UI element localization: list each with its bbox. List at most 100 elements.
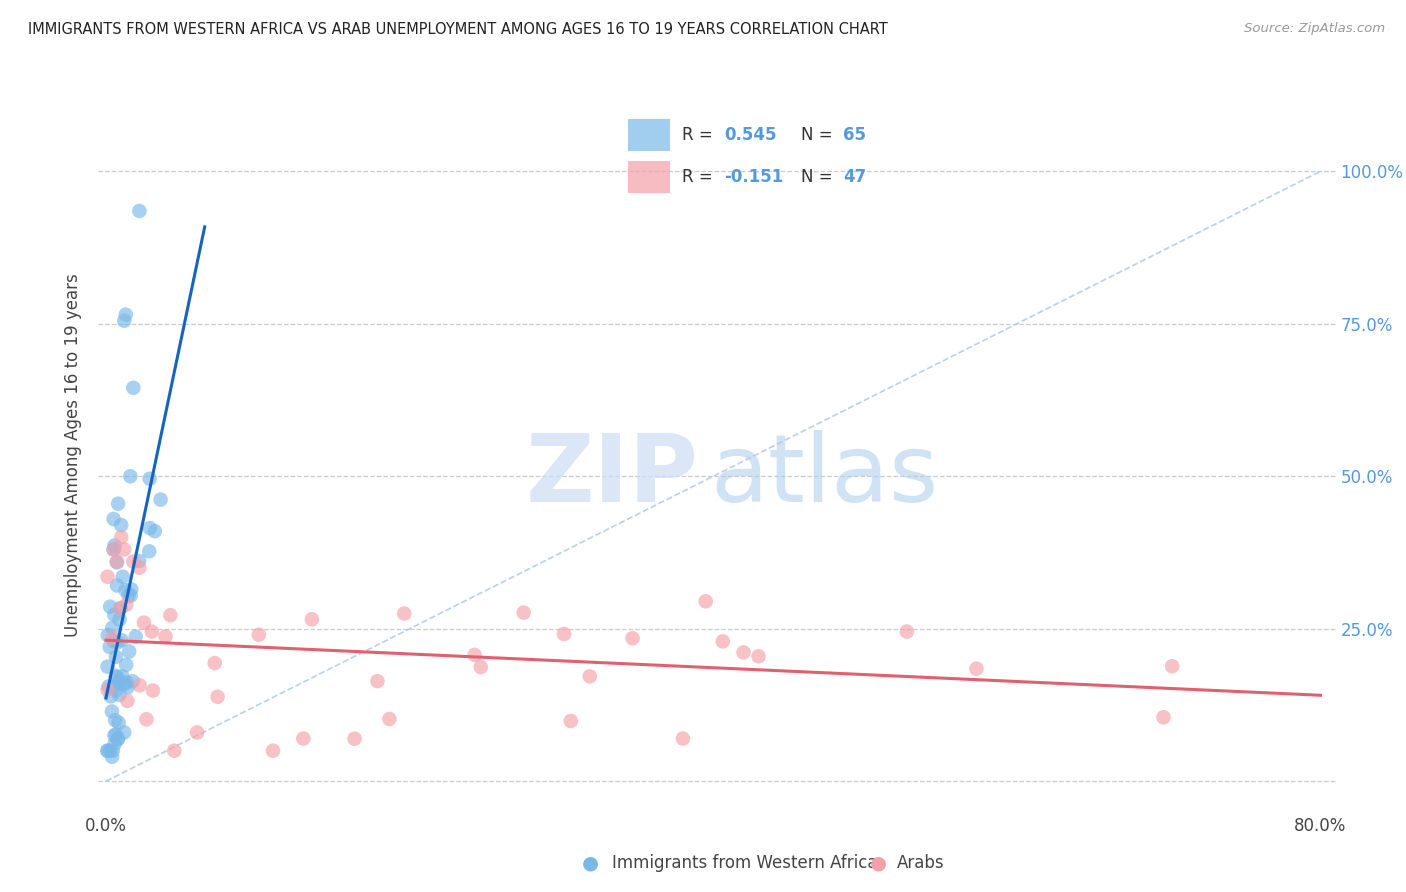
Point (135, 712, 157, 726)
Point (111, 669, 134, 683)
Point (1153, 710, 1175, 724)
Text: ●: ● (870, 854, 887, 873)
Point (98, 640, 121, 654)
Point (105, 578, 128, 592)
Point (108, 675, 131, 690)
Text: R =: R = (682, 126, 718, 144)
Point (112, 542, 135, 557)
Point (247, 628, 270, 642)
Point (98, 599, 121, 614)
Point (103, 539, 125, 553)
Point (107, 715, 129, 730)
Point (104, 737, 127, 751)
Point (105, 683, 128, 698)
Point (163, 744, 186, 758)
Point (470, 660, 492, 674)
Point (965, 662, 987, 676)
Point (117, 694, 139, 708)
Point (120, 589, 142, 603)
Point (578, 669, 600, 683)
Point (110, 518, 132, 533)
Point (120, 469, 142, 483)
Point (301, 612, 323, 626)
Point (101, 631, 124, 645)
Point (464, 648, 486, 662)
Text: Immigrants from Western Africa: Immigrants from Western Africa (612, 855, 877, 872)
Point (103, 607, 125, 622)
Point (108, 612, 131, 626)
Point (149, 492, 172, 507)
Point (128, 203, 150, 218)
Y-axis label: Unemployment Among Ages 16 to 19 years: Unemployment Among Ages 16 to 19 years (65, 273, 83, 637)
Point (112, 314, 135, 328)
Point (621, 632, 644, 646)
Point (111, 570, 134, 584)
Point (104, 713, 127, 727)
Point (132, 615, 155, 630)
Text: ●: ● (582, 854, 599, 873)
Point (128, 554, 150, 568)
Point (128, 678, 150, 692)
Point (110, 530, 132, 544)
Point (138, 544, 160, 558)
Point (122, 555, 145, 569)
Text: 47: 47 (844, 168, 866, 186)
Point (104, 727, 127, 741)
Point (512, 606, 534, 620)
Point (120, 582, 142, 597)
Point (100, 690, 122, 704)
Point (186, 725, 208, 739)
Point (97, 628, 120, 642)
Point (101, 749, 124, 764)
Point (896, 624, 918, 639)
Point (139, 521, 162, 535)
Bar (627, 161, 669, 193)
Point (105, 555, 128, 569)
Point (107, 731, 129, 746)
Point (96, 744, 118, 758)
Text: IMMIGRANTS FROM WESTERN AFRICA VS ARAB UNEMPLOYMENT AMONG AGES 16 TO 19 YEARS CO: IMMIGRANTS FROM WESTERN AFRICA VS ARAB U… (28, 22, 887, 37)
Point (207, 690, 229, 704)
Point (101, 621, 124, 635)
Point (108, 601, 131, 615)
Point (96, 682, 118, 697)
Point (1161, 659, 1184, 673)
Point (107, 732, 129, 747)
Text: N =: N = (801, 126, 838, 144)
Point (262, 744, 284, 758)
Point (733, 645, 755, 659)
Point (117, 588, 139, 602)
Text: atlas: atlas (711, 430, 939, 523)
Text: -0.151: -0.151 (724, 168, 783, 186)
Point (117, 680, 139, 694)
Point (107, 497, 129, 511)
Point (553, 627, 575, 641)
Point (97, 680, 120, 694)
Point (695, 594, 717, 608)
Point (110, 601, 132, 615)
Point (138, 472, 160, 486)
Point (110, 633, 132, 648)
Point (108, 688, 131, 702)
Point (142, 683, 165, 698)
Point (105, 555, 128, 569)
Point (121, 674, 143, 689)
Point (343, 731, 366, 746)
Text: N =: N = (801, 168, 838, 186)
Point (141, 624, 163, 639)
Text: ZIP: ZIP (526, 430, 699, 523)
Point (104, 669, 127, 683)
Point (101, 705, 124, 719)
Point (114, 583, 136, 598)
Point (115, 657, 138, 672)
Point (105, 670, 128, 684)
Point (124, 630, 146, 644)
Point (118, 644, 141, 658)
Point (103, 634, 125, 648)
Point (159, 608, 181, 623)
Point (122, 381, 145, 395)
Point (128, 560, 150, 574)
Point (672, 731, 695, 746)
Point (103, 729, 125, 743)
Point (366, 674, 388, 689)
